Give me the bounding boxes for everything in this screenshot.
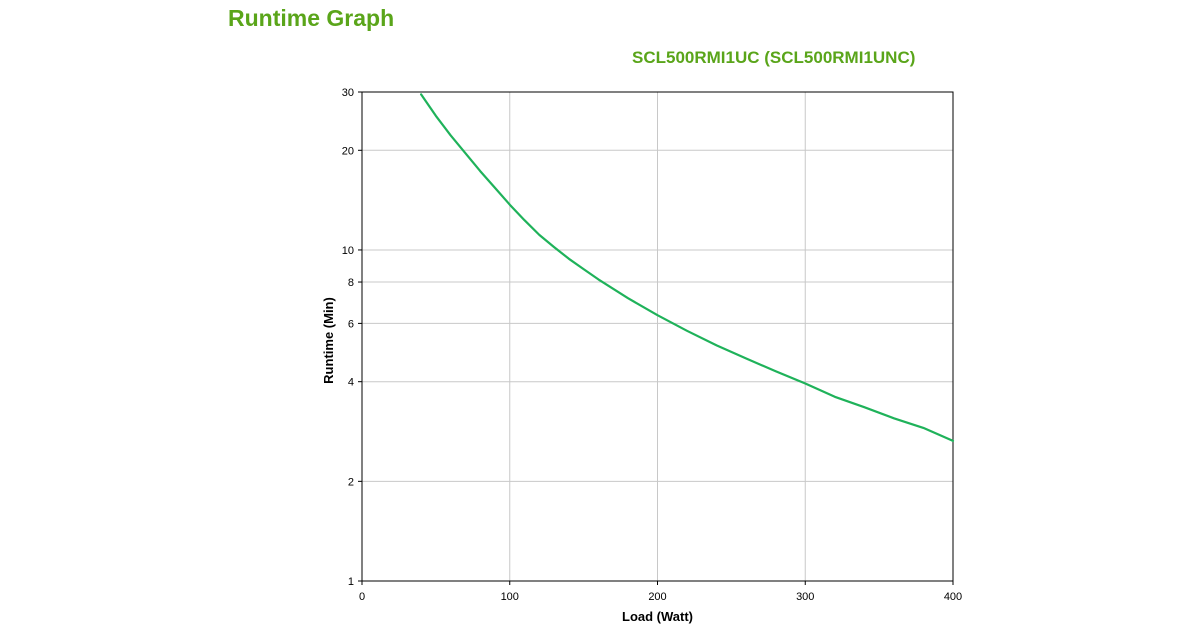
chart-title: SCL500RMI1UC (SCL500RMI1UNC) [632,48,916,67]
y-tick-label: 30 [342,87,354,99]
x-tick-label: 400 [944,591,962,603]
x-tick-label: 0 [359,591,365,603]
y-tick-label: 20 [342,145,354,157]
x-tick-label: 100 [501,591,519,603]
y-axis-label: Runtime (Min) [321,297,336,384]
x-tick-label: 200 [648,591,666,603]
y-tick-label: 1 [348,576,354,588]
y-tick-label: 6 [348,318,354,330]
y-tick-label: 8 [348,277,354,289]
y-tick-label: 4 [348,377,354,389]
y-tick-label: 2 [348,476,354,488]
y-tick-label: 10 [342,245,354,257]
grid-layer [362,92,953,581]
page-title: Runtime Graph [228,5,395,31]
runtime-series-line [420,93,955,442]
series-layer [420,93,955,442]
tick-layer: 0 100 200 300 400 1 2 4 6 8 10 20 30 [342,87,962,603]
x-tick-label: 300 [796,591,814,603]
x-axis-label: Load (Watt) [622,609,693,624]
